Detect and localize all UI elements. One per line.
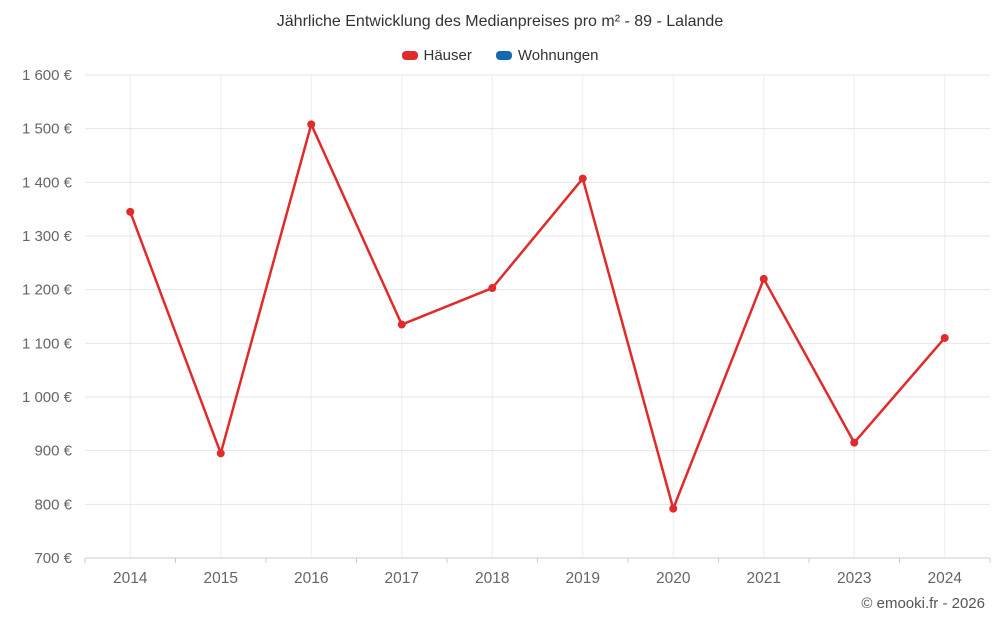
y-axis-label: 900 €: [34, 443, 72, 460]
y-axis-label: 1 300 €: [22, 228, 73, 245]
series-line-huser: [129, 123, 946, 510]
legend: Häuser Wohnungen: [0, 47, 1000, 64]
data-point[interactable]: [940, 333, 949, 342]
y-axis-label: 1 600 €: [22, 67, 73, 84]
y-axis-label: 1 200 €: [22, 282, 73, 299]
x-axis-label: 2018: [475, 570, 509, 587]
legend-label: Wohnungen: [517, 47, 599, 64]
chart-title: Jährliche Entwicklung des Medianpreises …: [276, 13, 724, 30]
y-axis-label: 1 400 €: [22, 174, 73, 191]
y-axis-label: 1 000 €: [22, 389, 73, 406]
legend-item-huser[interactable]: Häuser: [401, 47, 472, 64]
legend-swatch-icon: [495, 51, 512, 60]
x-axis-label: 2015: [204, 570, 238, 587]
y-axis-label: 800 €: [34, 496, 72, 513]
legend-item-wohnungen[interactable]: Wohnungen: [495, 47, 599, 64]
x-axis-label: 2016: [294, 570, 328, 587]
legend-label: Häuser: [423, 47, 472, 64]
x-axis-label: 2023: [837, 570, 871, 587]
copyright: © emooki.fr - 2026: [861, 595, 985, 612]
x-axis-label: 2019: [566, 570, 600, 587]
data-point[interactable]: [578, 174, 587, 183]
data-point[interactable]: [216, 449, 225, 458]
legend-swatch-icon: [401, 51, 418, 60]
y-axis-label: 1 100 €: [22, 335, 73, 352]
data-point[interactable]: [759, 274, 768, 283]
y-axis-label: 700 €: [34, 550, 72, 567]
x-axis-label: 2024: [928, 570, 963, 587]
x-axis-label: 2021: [747, 570, 781, 587]
data-point[interactable]: [669, 504, 678, 513]
x-axis-label: 2020: [656, 570, 691, 587]
data-point[interactable]: [126, 207, 135, 216]
y-axis-label: 1 500 €: [22, 121, 73, 138]
x-axis-label: 2014: [113, 570, 148, 587]
data-point[interactable]: [307, 120, 316, 129]
data-point[interactable]: [397, 320, 406, 329]
x-axis-label: 2017: [385, 570, 419, 587]
data-point[interactable]: [850, 438, 859, 447]
data-point[interactable]: [488, 284, 497, 293]
